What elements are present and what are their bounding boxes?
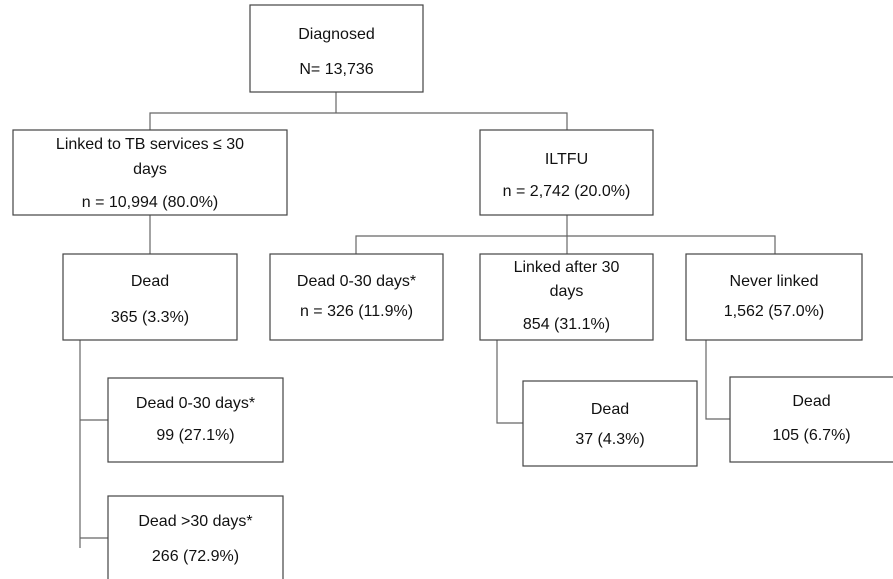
- node-label: Dead: [591, 401, 629, 418]
- node-label: Linked to TB services ≤ 30: [56, 136, 244, 153]
- node-label: 854 (31.1%): [523, 316, 610, 333]
- node-label: Diagnosed: [298, 26, 375, 43]
- node-label: n = 10,994 (80.0%): [82, 194, 219, 211]
- node-label: 266 (72.9%): [152, 548, 239, 565]
- node-label: Dead: [792, 393, 830, 410]
- node-label: n = 2,742 (20.0%): [503, 183, 631, 200]
- connector: [496, 340, 523, 424]
- connector: [149, 112, 568, 130]
- node-label: 105 (6.7%): [772, 427, 850, 444]
- node-label: Dead >30 days*: [138, 513, 252, 530]
- node-label: 1,562 (57.0%): [724, 303, 825, 320]
- connectors: [79, 92, 776, 548]
- node-box: [249, 4, 424, 93]
- node-box: [107, 377, 284, 463]
- node-label: Dead 0-30 days*: [297, 273, 416, 290]
- node-label: ILTFU: [545, 151, 588, 168]
- node-label: 99 (27.1%): [156, 427, 234, 444]
- node-label: Never linked: [730, 273, 819, 290]
- node-label: n = 326 (11.9%): [300, 303, 413, 320]
- node-label: 37 (4.3%): [575, 431, 644, 448]
- connector: [705, 340, 730, 420]
- node-box: [107, 495, 284, 579]
- node-label: days: [133, 161, 167, 178]
- node-label: Dead: [131, 273, 169, 290]
- node-box: [479, 129, 654, 216]
- node-label: N= 13,736: [299, 61, 373, 78]
- node-label: Linked after 30: [514, 259, 620, 276]
- node-label: Dead 0-30 days*: [136, 395, 255, 412]
- connector: [355, 235, 776, 254]
- node-box: [685, 253, 863, 341]
- node-label: 365 (3.3%): [111, 309, 189, 326]
- node-label: days: [550, 283, 584, 300]
- node-box: [62, 253, 238, 341]
- node-box: [269, 253, 444, 341]
- node-box: [479, 253, 654, 341]
- node-box: [522, 380, 698, 467]
- node-box: [729, 376, 893, 463]
- boxes: Diagnosed N= 13,736 Linked to TB services …: [12, 4, 893, 579]
- node-box: [12, 129, 288, 216]
